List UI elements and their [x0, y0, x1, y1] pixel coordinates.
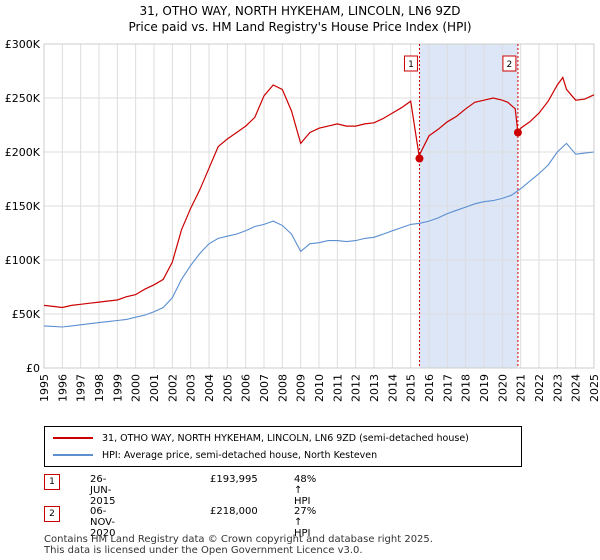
transaction-number-badge: 1: [44, 474, 60, 490]
transaction-hpi-change: 48% ↑ HPI: [294, 474, 317, 507]
legend-item-property: 31, OTHO WAY, NORTH HYKEHAM, LINCOLN, LN…: [53, 430, 469, 446]
legend-item-hpi: HPI: Average price, semi-detached house,…: [53, 447, 377, 463]
x-tick-label: 2000: [130, 374, 143, 402]
x-tick-labels: 1995 1996 1997 1998 1999 2000 2001 2002 2003 2004…: [38, 374, 600, 402]
y-tick-label: £300K: [5, 38, 41, 51]
x-tick-label: 2017: [441, 374, 454, 402]
footer-licence: This data is licensed under the Open Gov…: [44, 545, 363, 556]
x-tick-label: 2012: [350, 374, 363, 402]
x-tick-label: 1996: [56, 374, 69, 402]
x-tick-label: 2004: [203, 374, 216, 402]
property-series-line: [43, 76, 595, 309]
x-tick-label: 2019: [478, 374, 491, 402]
y-tick-labels: £0 £50K £100K £150K £200K £250K £300K: [5, 38, 41, 375]
sale-point: [513, 128, 522, 137]
transaction-date: 26-JUN-2015: [90, 474, 116, 507]
x-tick-label: 2016: [423, 374, 436, 402]
y-tick-label: £150K: [5, 200, 41, 213]
x-tick-label: 2015: [405, 374, 418, 402]
transaction-hpi-change: 27% ↑ HPI: [294, 506, 317, 539]
y-tick-label: £100K: [5, 254, 41, 267]
x-tick-label: 2024: [570, 374, 583, 402]
x-tick-label: 2021: [515, 374, 528, 402]
y-tick-label: £250K: [5, 92, 41, 105]
x-tick-label: 2006: [240, 374, 253, 402]
transaction-date: 06-NOV-2020: [90, 506, 116, 539]
x-tick-label: 2008: [276, 374, 289, 402]
x-tick-label: 1998: [93, 374, 106, 402]
sale-label-box: [502, 55, 517, 72]
transaction-price: £193,995: [210, 474, 258, 485]
vline-layer: [418, 44, 519, 368]
x-tick-label: 2025: [588, 374, 600, 402]
sale-label-box: [403, 55, 418, 72]
x-tick-label: 2022: [533, 374, 546, 402]
x-tick-label: 2011: [331, 374, 344, 402]
plot-border: [43, 43, 595, 369]
legend: 31, OTHO WAY, NORTH HYKEHAM, LINCOLN, LN…: [44, 426, 522, 467]
x-tick-label: 2010: [313, 374, 326, 402]
y-tick-label: £50K: [12, 308, 41, 321]
x-tick-label: 2009: [295, 374, 308, 402]
y-tick-label: £0: [26, 362, 40, 375]
x-tick-label: 2018: [460, 374, 473, 402]
legend-label-property: 31, OTHO WAY, NORTH HYKEHAM, LINCOLN, LN…: [102, 432, 469, 444]
chart-subtitle: Price paid vs. HM Land Registry's House …: [128, 20, 472, 34]
sale-point: [415, 154, 424, 163]
x-tick-label: 1995: [38, 374, 51, 402]
x-tick-label: 1999: [111, 374, 124, 402]
x-tick-label: 2023: [551, 374, 564, 402]
sale-label-text: 2: [507, 60, 513, 70]
hpi-series-line: [43, 142, 595, 328]
sale-label-text: 1: [408, 60, 414, 70]
x-tick-label: 2001: [148, 374, 161, 402]
legend-swatch-property: [53, 437, 93, 439]
y-tick-label: £200K: [5, 146, 41, 159]
x-tick-label: 1997: [75, 374, 88, 402]
x-tick-label: 2007: [258, 374, 271, 402]
x-tick-label: 2013: [368, 374, 381, 402]
x-tick-label: 2005: [221, 374, 234, 402]
x-tick-label: 2014: [386, 374, 399, 402]
legend-label-hpi: HPI: Average price, semi-detached house,…: [102, 449, 378, 461]
legend-swatch-hpi: [53, 454, 93, 456]
chart-title: 31, OTHO WAY, NORTH HYKEHAM, LINCOLN, LN…: [139, 4, 461, 18]
x-tick-label: 2002: [166, 374, 179, 402]
transaction-number-badge: 2: [44, 506, 60, 522]
transaction-price: £218,000: [210, 506, 258, 517]
x-tick-label: 2020: [496, 374, 509, 402]
footer-copyright: Contains HM Land Registry data © Crown c…: [44, 534, 433, 545]
x-tick-label: 2003: [185, 374, 198, 402]
